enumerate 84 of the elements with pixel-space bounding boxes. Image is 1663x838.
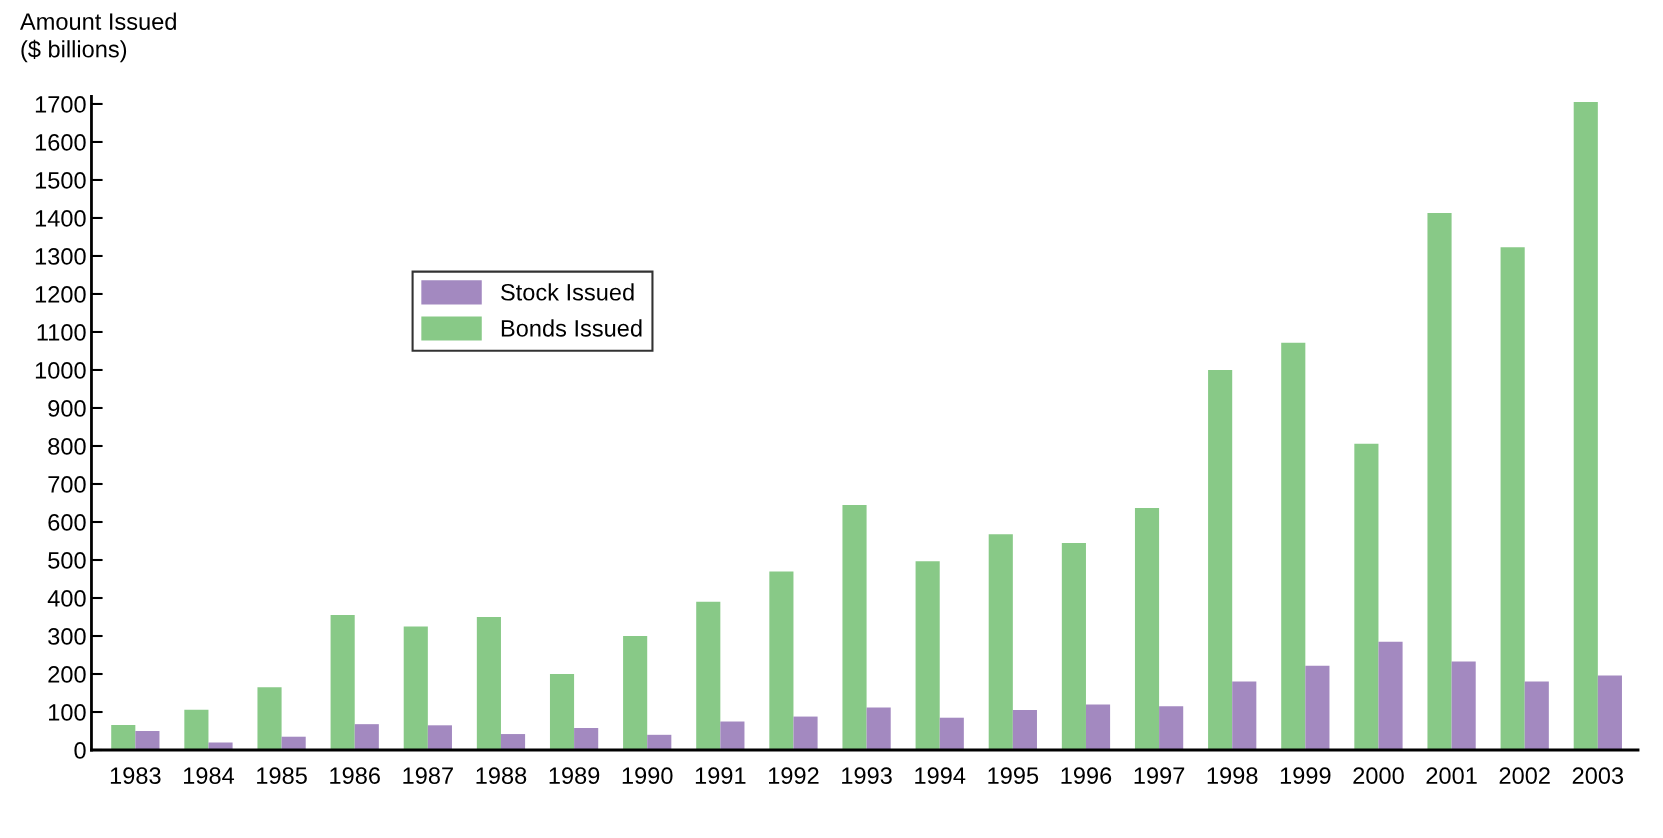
bar xyxy=(1427,213,1452,751)
y-tick-label: 1300 xyxy=(35,248,86,265)
y-tick-label: 1700 xyxy=(35,96,86,113)
x-tick-label: 2001 xyxy=(1426,767,1477,785)
bar xyxy=(135,731,160,751)
bar xyxy=(1597,675,1622,751)
bar xyxy=(1524,681,1549,751)
y-tick-label: 0 xyxy=(74,742,86,759)
x-tick-label: 1990 xyxy=(622,767,673,785)
bar xyxy=(1085,704,1111,751)
y-tick-label: 1400 xyxy=(35,210,86,227)
y-tick-label: 600 xyxy=(48,514,86,531)
bar xyxy=(1208,369,1233,751)
y-tick-label: 100 xyxy=(49,704,86,721)
bar xyxy=(403,626,428,751)
y-tick-label: 1100 xyxy=(37,324,86,341)
y-tick-label: 1600 xyxy=(35,134,86,151)
y-tick-label: 500 xyxy=(48,552,86,569)
bar xyxy=(111,724,136,751)
y-tick-label: 800 xyxy=(48,438,86,455)
bar xyxy=(647,734,672,751)
x-tick-label: 1992 xyxy=(769,767,819,785)
bar xyxy=(549,674,575,751)
bar xyxy=(1134,507,1160,751)
bar xyxy=(866,707,891,751)
bar xyxy=(1573,102,1598,751)
bar xyxy=(939,717,964,751)
x-tick-label: 2002 xyxy=(1499,767,1550,785)
x-tick-label: 1986 xyxy=(330,767,380,785)
bar xyxy=(1354,443,1379,751)
bar xyxy=(500,734,526,751)
bar xyxy=(184,709,209,751)
bar xyxy=(696,601,721,751)
x-tick-label: 1987 xyxy=(403,767,453,785)
legend-label: Stock Issued xyxy=(501,283,634,301)
bar xyxy=(623,636,648,751)
bar xyxy=(281,736,306,751)
bar xyxy=(257,687,282,751)
y-tick-label: 1000 xyxy=(35,362,86,379)
bar xyxy=(1281,342,1306,751)
bar xyxy=(720,721,745,751)
x-tick-label: 1989 xyxy=(549,767,600,785)
x-tick-label: 1985 xyxy=(257,767,307,785)
bar xyxy=(1012,710,1037,751)
bar xyxy=(1061,542,1086,751)
bar xyxy=(915,561,940,751)
bar xyxy=(793,716,818,751)
x-tick-label: 1988 xyxy=(476,767,527,785)
bar xyxy=(769,571,794,751)
y-tick-label: 1500 xyxy=(35,172,86,189)
x-tick-label: 1996 xyxy=(1061,767,1112,785)
bar xyxy=(842,504,867,751)
legend-label: Bonds Issued xyxy=(501,319,642,337)
bar xyxy=(1232,681,1257,751)
bar xyxy=(427,725,452,751)
x-tick-label: 1983 xyxy=(110,767,161,785)
bar xyxy=(208,742,233,751)
y-tick-label: 200 xyxy=(48,666,86,683)
y-tick-label: 1200 xyxy=(35,286,86,303)
y-tick-label: 900 xyxy=(48,400,86,417)
bar xyxy=(354,724,379,751)
bar xyxy=(1305,665,1330,751)
y-axis-title: Amount Issued ($ billions) xyxy=(20,12,176,63)
bar xyxy=(574,727,599,751)
x-tick-label: 1995 xyxy=(988,767,1039,785)
x-tick-label: 1998 xyxy=(1207,767,1258,785)
y-tick-label: 400 xyxy=(47,590,86,607)
bar xyxy=(1451,661,1476,751)
x-tick-label: 1993 xyxy=(842,767,892,785)
x-tick-label: 1994 xyxy=(915,767,966,785)
bar xyxy=(1378,641,1403,751)
y-tick-label: 700 xyxy=(48,476,86,493)
y-tick-label: 300 xyxy=(48,628,86,645)
bar xyxy=(476,617,501,751)
x-tick-label: 1984 xyxy=(184,767,235,785)
bar xyxy=(1500,247,1525,751)
bar xyxy=(1159,706,1184,751)
x-tick-label: 1991 xyxy=(695,767,746,785)
bar xyxy=(330,615,355,751)
x-tick-label: 1999 xyxy=(1280,767,1331,785)
bar xyxy=(988,534,1013,751)
x-tick-label: 2000 xyxy=(1353,767,1404,785)
x-tick-label: 1997 xyxy=(1134,767,1185,785)
x-tick-label: 2003 xyxy=(1572,767,1624,785)
